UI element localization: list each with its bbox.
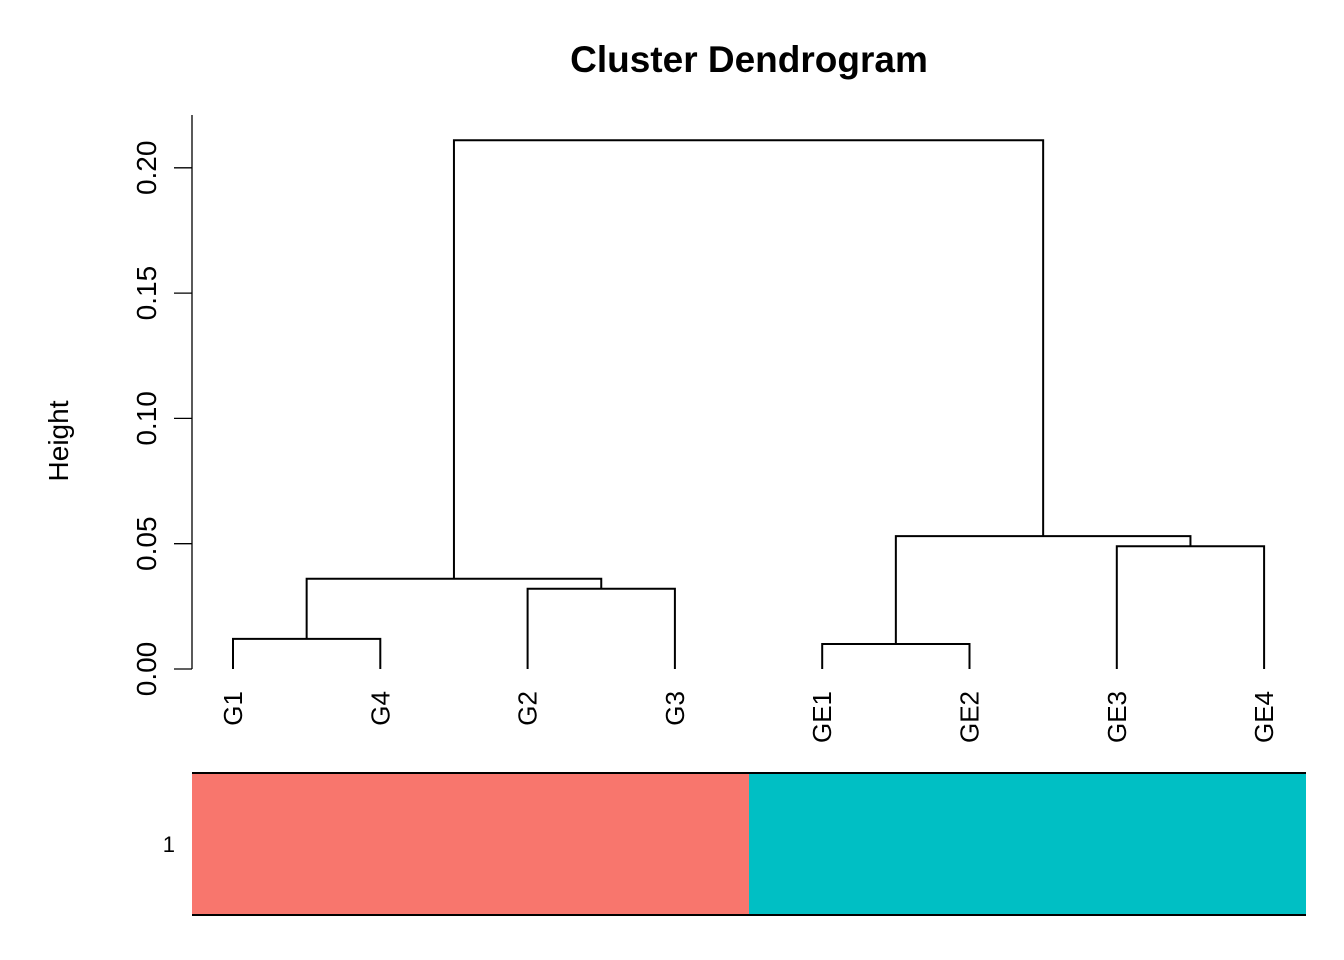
leaf-label: GE4 bbox=[1249, 691, 1279, 743]
merge-link bbox=[452, 139, 1045, 579]
merge-link bbox=[232, 637, 382, 669]
chart-title: Cluster Dendrogram bbox=[570, 39, 928, 80]
cluster-color-bar: 1 bbox=[163, 772, 1306, 916]
y-tick-label: 0.20 bbox=[131, 141, 162, 196]
merge-link bbox=[894, 535, 1192, 644]
y-tick-label: 0.15 bbox=[131, 266, 162, 321]
merge-link bbox=[1115, 545, 1266, 669]
merge-link bbox=[821, 642, 971, 669]
merge-link bbox=[305, 577, 603, 639]
leaf-label: GE1 bbox=[807, 691, 837, 743]
dendrogram-tree bbox=[232, 139, 1266, 669]
leaf-label: G1 bbox=[218, 691, 248, 726]
cluster-color-segment bbox=[749, 773, 1306, 915]
y-tick-label: 0.00 bbox=[131, 642, 162, 697]
leaf-label: GE3 bbox=[1102, 691, 1132, 743]
leaf-label: G2 bbox=[513, 691, 543, 726]
leaf-label: GE2 bbox=[955, 691, 985, 743]
color-bar-row-label: 1 bbox=[163, 832, 175, 857]
y-axis: 0.00 0.05 0.10 0.15 0.20 bbox=[131, 115, 193, 697]
leaf-label: G4 bbox=[365, 691, 395, 726]
y-tick-label: 0.10 bbox=[131, 391, 162, 446]
merge-link bbox=[526, 587, 676, 669]
leaf-label: G3 bbox=[660, 691, 690, 726]
leaf-labels: G1 G4 G2 G3 GE1 GE2 GE3 GE4 bbox=[218, 691, 1279, 743]
cluster-color-segment bbox=[192, 773, 749, 915]
y-tick-label: 0.05 bbox=[131, 516, 162, 571]
y-axis-label: Height bbox=[43, 400, 74, 481]
